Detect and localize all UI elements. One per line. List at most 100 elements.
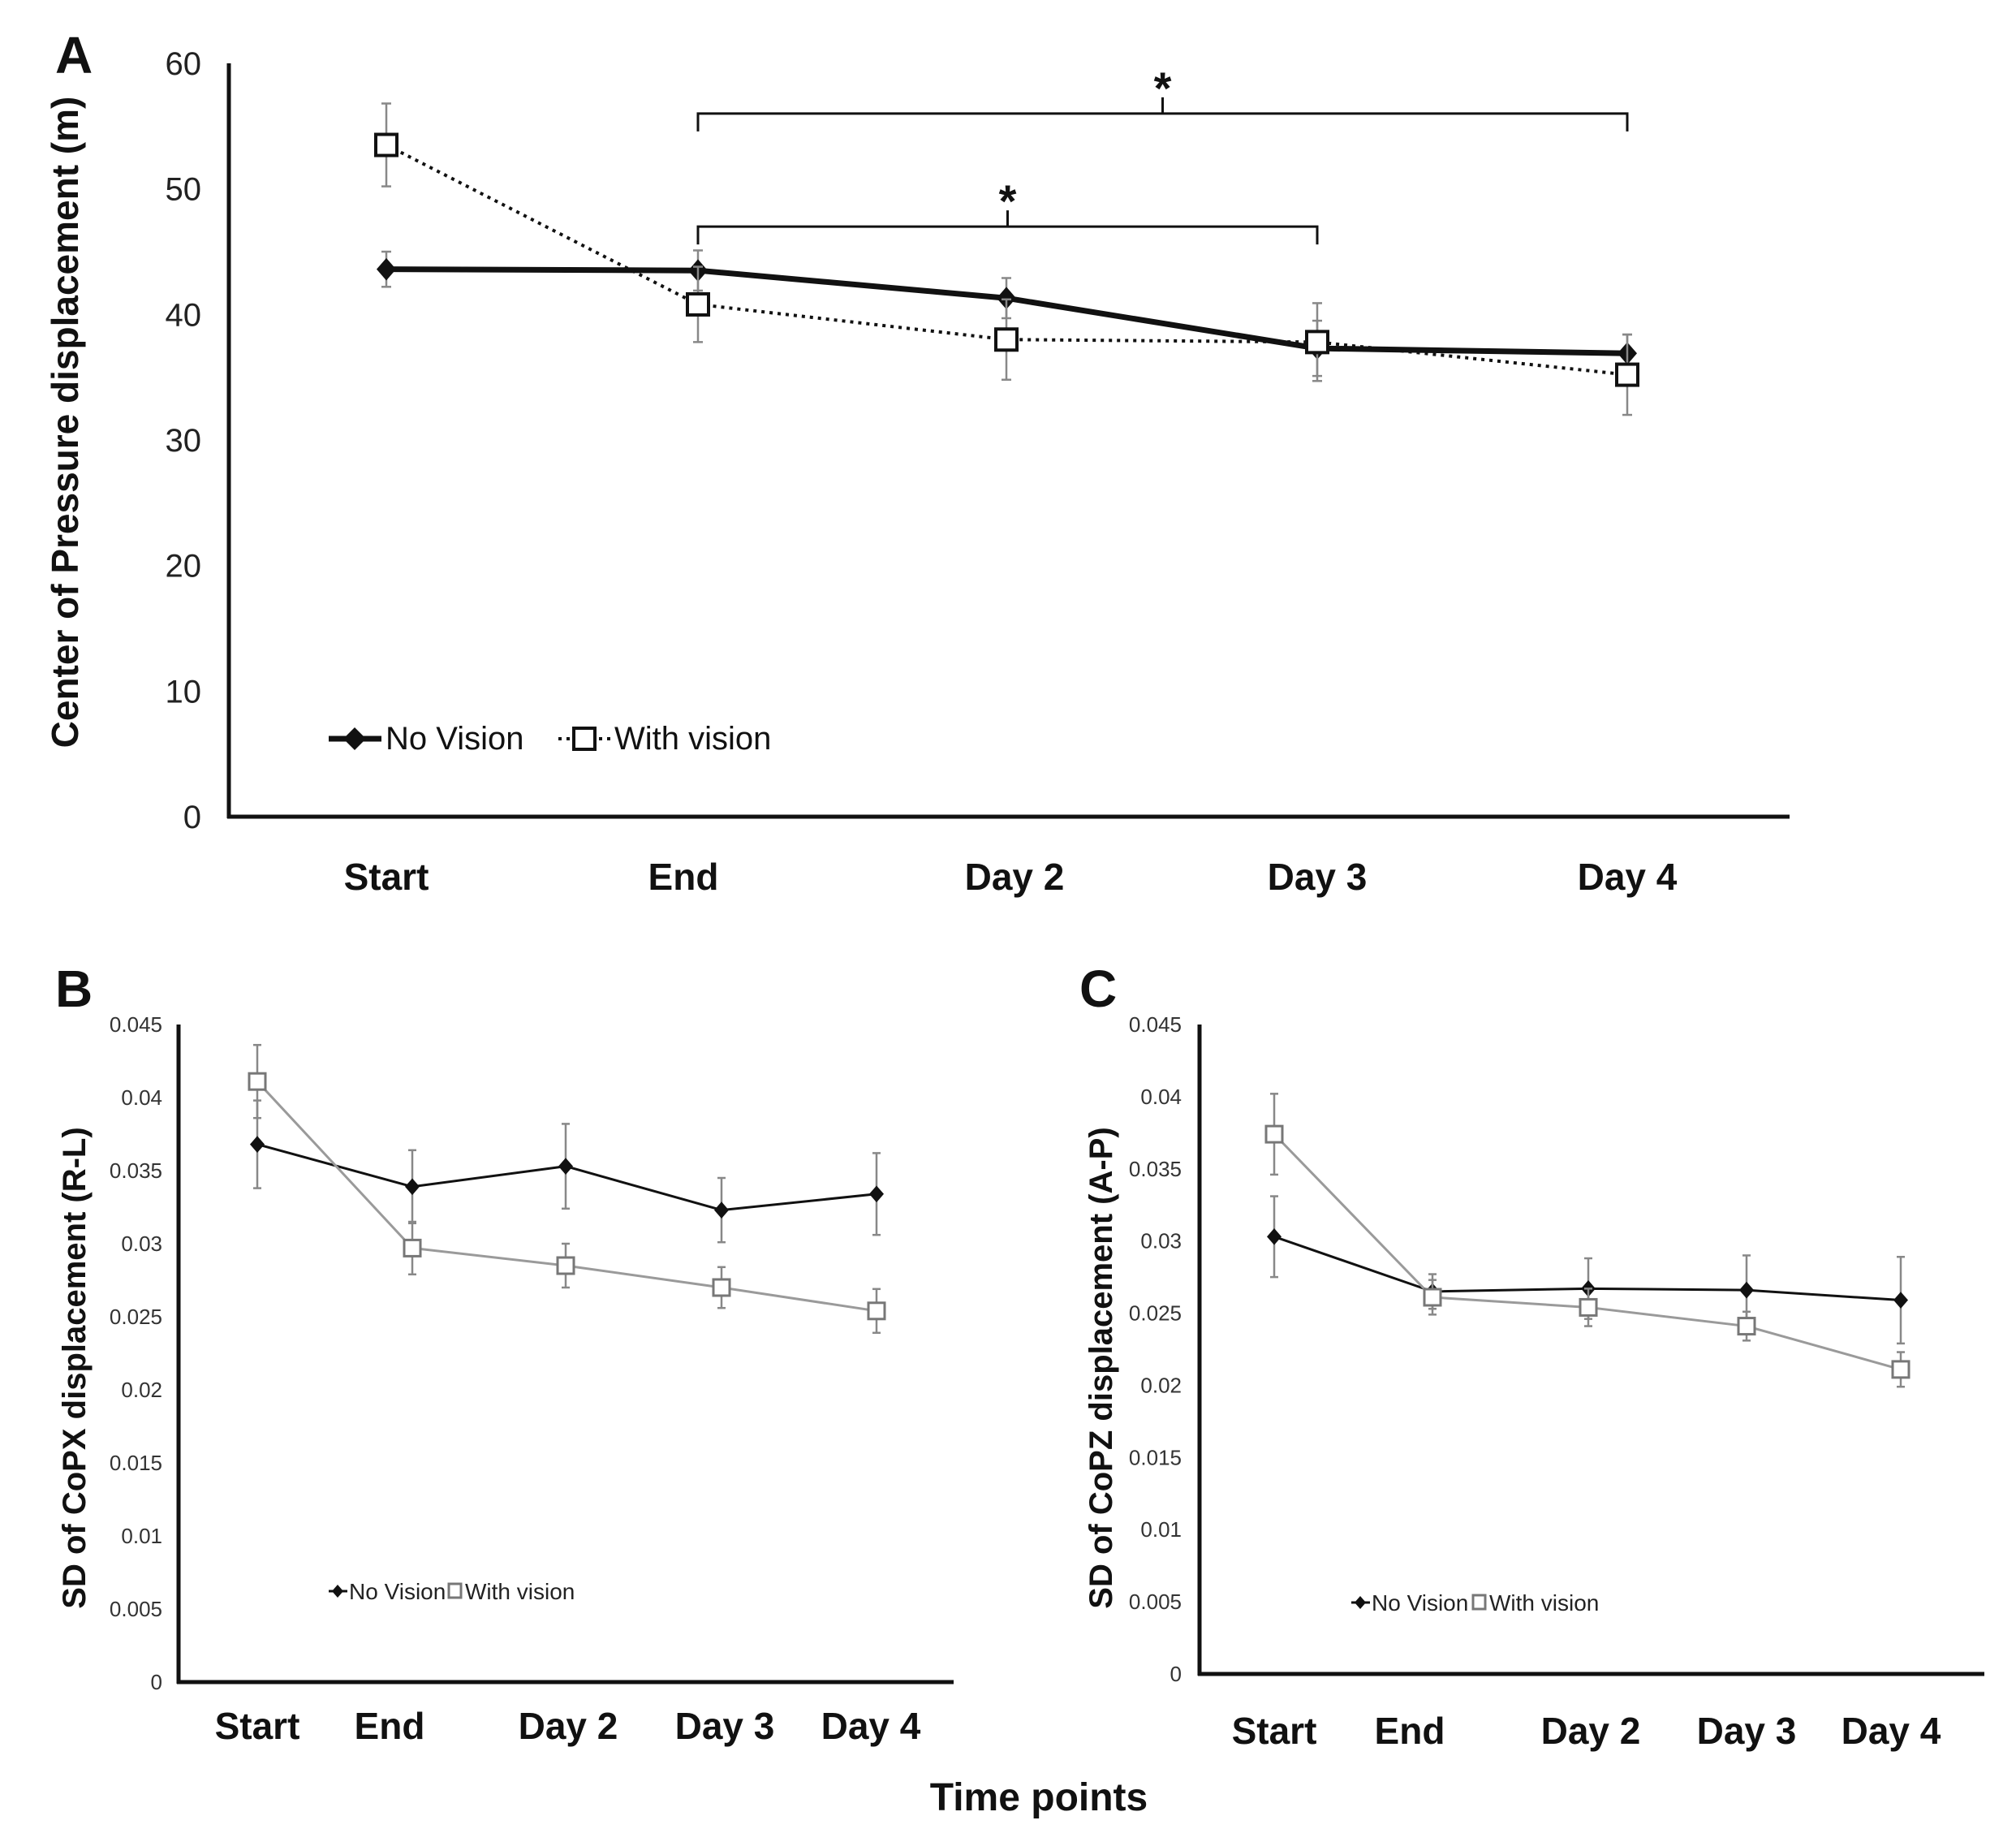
data-point-with-vision bbox=[1305, 330, 1329, 355]
legend-with-vision-square-icon bbox=[572, 727, 597, 751]
panel-b-series bbox=[248, 1043, 886, 1335]
data-point-with-vision bbox=[712, 1278, 731, 1297]
panel-a-categories: Start End Day 2 Day 3 Day 4 bbox=[344, 856, 1678, 898]
y-tick-label: 0.025 bbox=[110, 1305, 162, 1329]
category-label: Start bbox=[215, 1705, 300, 1747]
category-label: End bbox=[648, 856, 719, 898]
data-point-with-vision bbox=[403, 1238, 422, 1257]
panel-c-categories: Start End Day 2 Day 3 Day 4 bbox=[1232, 1710, 1941, 1752]
category-label: Day 3 bbox=[675, 1705, 775, 1747]
data-point-with-vision bbox=[1737, 1317, 1756, 1336]
y-tick-label: 10 bbox=[166, 674, 202, 710]
panel-c-series bbox=[1264, 1093, 1910, 1388]
data-point-no-vision bbox=[1739, 1281, 1754, 1299]
panel-a-y-axis-label: Center of Pressure displacement (m) bbox=[44, 97, 86, 748]
y-tick-label: 60 bbox=[166, 46, 202, 82]
legend-c-with-vision-label: With vision bbox=[1489, 1590, 1599, 1616]
y-tick-label: 20 bbox=[166, 549, 202, 585]
panel-a-series bbox=[374, 102, 1639, 416]
data-point-no-vision bbox=[869, 1185, 884, 1203]
legend-c-no-vision-diamond-icon bbox=[1355, 1596, 1366, 1609]
panel-c-y-axis-label: SD of CoPZ displacement (A-P) bbox=[1083, 1127, 1119, 1608]
y-tick-label: 40 bbox=[166, 297, 202, 333]
legend-b-no-vision-label: No Vision bbox=[349, 1579, 446, 1604]
y-tick-label: 0.03 bbox=[1140, 1229, 1182, 1253]
panel-b: B SD of CoPX displacement (R-L) 0 0.005 0.… bbox=[55, 960, 954, 1747]
category-label: Day 2 bbox=[1541, 1710, 1641, 1752]
panel-b-y-axis-label: SD of CoPX displacement (R-L) bbox=[57, 1127, 93, 1608]
category-label: Day 3 bbox=[1268, 856, 1368, 898]
data-point-no-vision bbox=[997, 287, 1016, 310]
panel-c-letter: C bbox=[1079, 960, 1117, 1018]
panel-b-categories: Start End Day 2 Day 3 Day 4 bbox=[215, 1705, 921, 1747]
y-tick-label: 0.035 bbox=[1129, 1157, 1182, 1181]
y-tick-label: 0.045 bbox=[1129, 1012, 1182, 1037]
panel-a-legend: No Vision With vision bbox=[329, 721, 771, 757]
data-point-no-vision bbox=[377, 257, 396, 281]
data-point-with-vision bbox=[1615, 362, 1639, 387]
legend-c-no-vision-label: No Vision bbox=[1372, 1590, 1468, 1616]
panel-a: A Center of Pressure displacement (m) 0 1… bbox=[44, 26, 1790, 898]
data-point-with-vision bbox=[374, 132, 398, 157]
legend-with-vision-label: With vision bbox=[614, 721, 771, 757]
legend-b-no-vision-diamond-icon bbox=[332, 1585, 343, 1598]
panel-c: C SD of CoPZ displacement (A-P) 0 0.005 0.… bbox=[1079, 960, 1984, 1752]
series-line-with-vision bbox=[1273, 1133, 1902, 1371]
data-point-no-vision bbox=[250, 1136, 265, 1153]
legend-b-with-vision-label: With vision bbox=[465, 1579, 575, 1604]
data-point-with-vision bbox=[1423, 1288, 1442, 1307]
y-tick-label: 0.015 bbox=[1129, 1445, 1182, 1469]
y-tick-label: 0.005 bbox=[110, 1597, 162, 1621]
panel-c-legend: No Vision With vision bbox=[1351, 1590, 1599, 1616]
significance-star: * bbox=[999, 175, 1017, 226]
significance-bracket bbox=[696, 210, 1319, 245]
y-tick-label: 0.04 bbox=[1140, 1085, 1182, 1109]
data-point-with-vision bbox=[248, 1072, 267, 1091]
x-axis-label: Time points bbox=[930, 1776, 1148, 1819]
y-tick-label: 50 bbox=[166, 172, 202, 208]
panel-b-y-ticks: 0 0.005 0.01 0.015 0.02 0.025 0.03 0.035 0.04 0.0… bbox=[110, 1012, 162, 1694]
y-tick-label: 0.045 bbox=[110, 1012, 162, 1037]
y-tick-label: 0.005 bbox=[1129, 1590, 1182, 1614]
category-label: Day 2 bbox=[965, 856, 1065, 898]
y-tick-label: 0.01 bbox=[1140, 1517, 1182, 1542]
data-point-no-vision bbox=[558, 1158, 573, 1175]
y-tick-label: 0 bbox=[151, 1670, 162, 1694]
data-point-with-vision bbox=[686, 291, 710, 317]
significance-star: * bbox=[1154, 63, 1172, 114]
data-point-no-vision bbox=[1267, 1227, 1282, 1245]
category-label: Day 4 bbox=[821, 1705, 921, 1747]
data-point-with-vision bbox=[1891, 1360, 1910, 1379]
panel-c-y-ticks: 0 0.005 0.01 0.015 0.02 0.025 0.03 0.035 0.04 0.0… bbox=[1129, 1012, 1182, 1686]
y-tick-label: 0 bbox=[1170, 1662, 1182, 1686]
category-label: Start bbox=[344, 856, 429, 898]
panel-b-legend: No Vision With vision bbox=[329, 1579, 575, 1604]
legend-c-with-vision-square-icon bbox=[1471, 1594, 1487, 1611]
panel-a-letter: A bbox=[55, 26, 93, 84]
y-tick-label: 0.025 bbox=[1129, 1301, 1182, 1326]
panel-a-y-ticks: 0 10 20 30 40 50 60 bbox=[166, 46, 202, 835]
category-label: End bbox=[1375, 1710, 1445, 1752]
significance-bracket bbox=[696, 97, 1629, 132]
data-point-with-vision bbox=[556, 1256, 575, 1275]
data-point-with-vision bbox=[867, 1301, 886, 1321]
category-label: Start bbox=[1232, 1710, 1317, 1752]
panel-b-letter: B bbox=[55, 960, 93, 1018]
data-point-with-vision bbox=[1264, 1124, 1284, 1144]
data-point-with-vision bbox=[1579, 1297, 1598, 1317]
category-label: Day 2 bbox=[519, 1705, 618, 1747]
category-label: Day 3 bbox=[1697, 1710, 1797, 1752]
category-label: Day 4 bbox=[1578, 856, 1678, 898]
series-line-with-vision bbox=[256, 1081, 877, 1313]
data-point-with-vision bbox=[994, 327, 1019, 352]
legend-no-vision-diamond-icon bbox=[343, 727, 366, 750]
y-tick-label: 0.035 bbox=[110, 1158, 162, 1183]
series-line-no-vision bbox=[256, 1143, 877, 1212]
data-point-no-vision bbox=[714, 1201, 729, 1219]
category-label: End bbox=[355, 1705, 425, 1747]
data-point-no-vision bbox=[405, 1178, 420, 1196]
y-tick-label: 0.02 bbox=[1140, 1373, 1182, 1397]
legend-no-vision-label: No Vision bbox=[386, 721, 523, 757]
y-tick-label: 30 bbox=[166, 423, 202, 459]
